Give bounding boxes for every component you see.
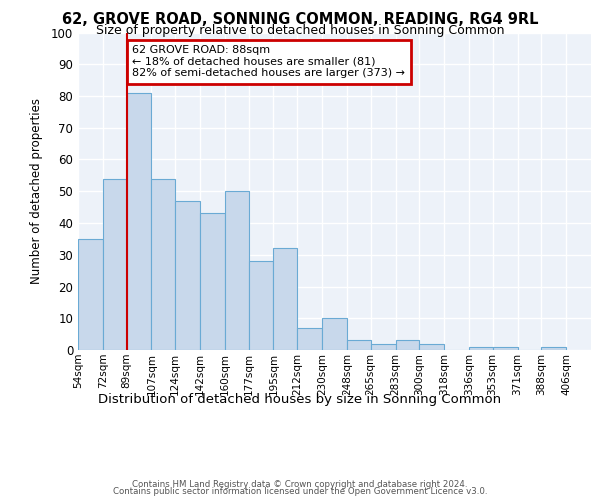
- Bar: [371, 344, 395, 350]
- Bar: [419, 344, 444, 350]
- Bar: [274, 248, 297, 350]
- Y-axis label: Number of detached properties: Number of detached properties: [29, 98, 43, 284]
- Bar: [200, 214, 225, 350]
- Bar: [175, 201, 200, 350]
- Bar: [322, 318, 347, 350]
- Bar: [395, 340, 419, 350]
- Bar: [297, 328, 322, 350]
- Bar: [469, 347, 493, 350]
- Bar: [78, 239, 103, 350]
- Bar: [103, 178, 127, 350]
- Bar: [493, 347, 518, 350]
- Text: Contains HM Land Registry data © Crown copyright and database right 2024.: Contains HM Land Registry data © Crown c…: [132, 480, 468, 489]
- Bar: [248, 261, 274, 350]
- Text: 62, GROVE ROAD, SONNING COMMON, READING, RG4 9RL: 62, GROVE ROAD, SONNING COMMON, READING,…: [62, 12, 538, 26]
- Bar: [347, 340, 371, 350]
- Bar: [541, 347, 566, 350]
- Bar: [225, 191, 248, 350]
- Text: Distribution of detached houses by size in Sonning Common: Distribution of detached houses by size …: [98, 392, 502, 406]
- Text: Size of property relative to detached houses in Sonning Common: Size of property relative to detached ho…: [96, 24, 504, 37]
- Text: Contains public sector information licensed under the Open Government Licence v3: Contains public sector information licen…: [113, 488, 487, 496]
- Bar: [127, 93, 151, 350]
- Bar: [151, 178, 175, 350]
- Text: 62 GROVE ROAD: 88sqm
← 18% of detached houses are smaller (81)
82% of semi-detac: 62 GROVE ROAD: 88sqm ← 18% of detached h…: [132, 45, 405, 78]
